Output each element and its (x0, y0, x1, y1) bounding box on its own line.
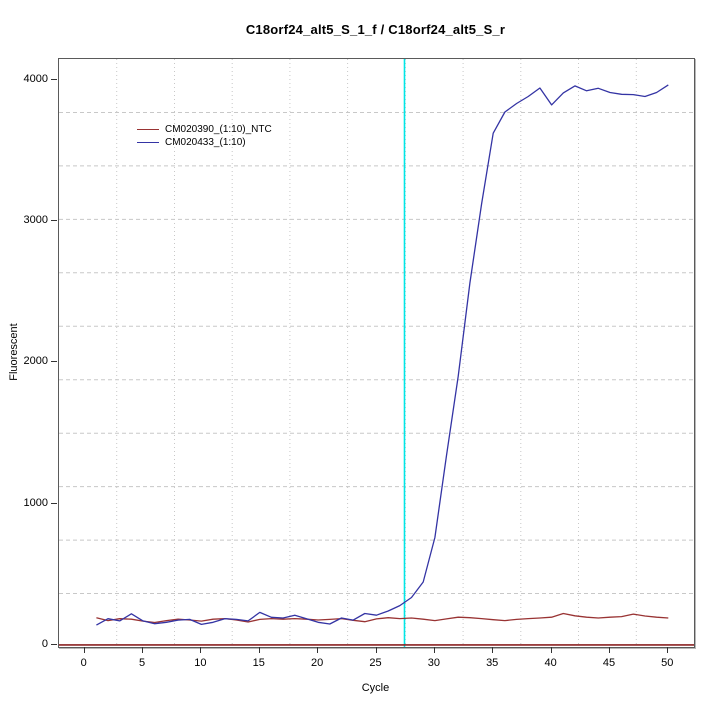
x-tick-label: 30 (427, 657, 441, 669)
y-tick (51, 361, 57, 363)
legend-label-ntc: CM020390_(1:10)_NTC (165, 124, 272, 135)
legend-swatch-ntc (137, 129, 159, 130)
series-curve-0 (96, 612, 669, 624)
x-tick-label: 45 (602, 657, 616, 669)
x-tick (317, 647, 319, 653)
y-tick-label: 2000 (23, 355, 48, 368)
x-tick-label: 50 (661, 657, 674, 669)
x-axis-label: Cycle (361, 682, 390, 694)
x-tick-label: 20 (310, 657, 324, 669)
y-tick (51, 78, 57, 80)
x-tick-label: 25 (369, 657, 382, 669)
x-tick-label: 35 (486, 657, 499, 669)
y-tick-label: 1000 (23, 496, 48, 509)
x-tick (200, 647, 202, 653)
legend-item-sample: CM020433_(1:10) (137, 136, 272, 149)
series-curve-1 (96, 84, 669, 626)
legend-item-ntc: CM020390_(1:10)_NTC (137, 123, 272, 136)
x-tick (609, 647, 610, 653)
x-tick (258, 647, 260, 653)
x-tick-label: 15 (252, 657, 265, 669)
x-tick (142, 647, 143, 653)
page-title: C18orf24_alt5_S_1_f / C18orf24_alt5_S_r (245, 22, 506, 37)
legend-swatch-sample (137, 142, 159, 143)
y-axis-label: Fluorescent (8, 323, 20, 381)
y-tick-label: 3000 (23, 213, 48, 226)
x-tick (375, 647, 377, 653)
y-tick (51, 219, 57, 221)
plot-area: CM020390_(1:10)_NTC CM020433_(1:10) (58, 58, 695, 648)
legend-label-sample: CM020433_(1:10) (165, 137, 246, 148)
x-tick-label: 0 (80, 657, 87, 669)
y-tick-label: 0 (41, 637, 48, 650)
x-tick-label: 40 (544, 657, 557, 669)
x-tick (667, 647, 669, 653)
x-tick (492, 647, 494, 653)
x-tick-label: 5 (138, 657, 146, 669)
y-tick (51, 643, 57, 645)
x-tick (550, 647, 552, 653)
x-tick (433, 647, 435, 653)
plot-canvas (59, 59, 694, 647)
y-tick (51, 502, 57, 504)
legend: CM020390_(1:10)_NTC CM020433_(1:10) (137, 123, 272, 149)
x-tick-label: 10 (194, 657, 207, 669)
y-tick-label: 4000 (23, 72, 48, 85)
x-tick (83, 647, 85, 653)
